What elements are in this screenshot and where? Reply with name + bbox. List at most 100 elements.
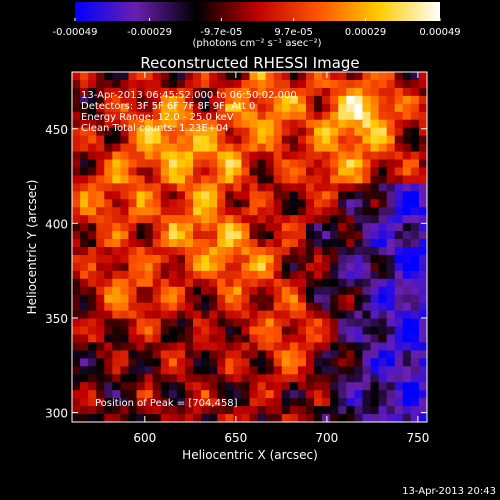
- heatmap-cell: [80, 119, 89, 129]
- heatmap-cell: [233, 167, 243, 176]
- heatmap-cell: [152, 310, 162, 320]
- heatmap-cell: [362, 350, 372, 359]
- heatmap-cell: [88, 159, 97, 169]
- heatmap-cell: [281, 390, 291, 399]
- heatmap-cell: [281, 191, 291, 200]
- heatmap-cell: [152, 167, 162, 176]
- heatmap-cell: [346, 334, 355, 344]
- heatmap-cell: [120, 215, 130, 224]
- heatmap-cell: [265, 231, 275, 240]
- heatmap-cell: [184, 151, 194, 161]
- heatmap-cell: [322, 406, 331, 415]
- heatmap-cell: [104, 72, 113, 81]
- heatmap-cell: [249, 390, 259, 399]
- heatmap-cell: [305, 111, 315, 121]
- heatmap-cell: [160, 342, 170, 351]
- heatmap-cell: [410, 183, 420, 192]
- heatmap-cell: [386, 374, 396, 383]
- colorbar-ticks: -0.00049 -0.00029 -9.7e-05 9.7e-05 0.00029 0.…: [53, 18, 461, 38]
- heatmap-cell: [193, 278, 202, 288]
- heatmap-cell: [410, 398, 420, 407]
- heatmap-cell: [144, 390, 154, 399]
- heatmap-cell: [176, 294, 186, 304]
- heatmap-cell: [88, 223, 97, 232]
- heatmap-cell: [160, 366, 170, 375]
- heatmap-cell: [233, 159, 243, 169]
- heatmap-cell: [249, 151, 259, 161]
- heatmap-cell: [249, 374, 259, 383]
- heatmap-cell: [265, 334, 275, 344]
- heatmap-cell: [265, 366, 275, 375]
- heatmap-cell: [354, 262, 364, 272]
- heatmap-cell: [394, 119, 404, 129]
- heatmap-cell: [394, 406, 404, 415]
- heatmap-cell: [136, 135, 146, 145]
- heatmap-cell: [370, 326, 380, 336]
- heatmap-cell: [112, 199, 122, 208]
- heatmap-cell: [273, 127, 283, 137]
- heatmap-cell: [88, 95, 97, 105]
- heatmap-cell: [362, 366, 372, 375]
- heatmap-cell: [136, 390, 146, 399]
- heatmap-cell: [386, 382, 396, 391]
- heatmap-cell: [338, 111, 347, 121]
- heatmap-cell: [136, 159, 146, 169]
- heatmap-cell: [144, 278, 154, 288]
- heatmap-cell: [72, 358, 81, 367]
- heatmap-cell: [120, 270, 130, 280]
- heatmap-cell: [314, 72, 323, 81]
- heatmap-cell: [265, 87, 275, 97]
- heatmap-cell: [201, 199, 210, 208]
- heatmap-cell: [128, 254, 138, 264]
- heatmap-cell: [144, 95, 154, 105]
- heatmap-cell: [217, 350, 226, 359]
- heatmap-cell: [370, 406, 380, 415]
- heatmap-cell: [257, 95, 267, 105]
- heatmap-cell: [289, 334, 299, 344]
- heatmap-cell: [289, 223, 299, 232]
- heatmap-cell: [176, 358, 186, 367]
- heatmap-cell: [354, 127, 364, 137]
- heatmap-cell: [144, 72, 154, 81]
- heatmap-cell: [168, 358, 178, 367]
- heatmap-cell: [402, 159, 412, 169]
- heatmap-cell: [217, 286, 226, 296]
- heatmap-cell: [354, 183, 364, 192]
- heatmap-cell: [176, 231, 186, 240]
- heatmap-cell: [370, 135, 380, 145]
- heatmap-cell: [386, 103, 396, 113]
- heatmap-cell: [225, 302, 234, 312]
- heatmap-cell: [128, 342, 138, 351]
- heatmap-cell: [209, 350, 218, 359]
- heatmap-cell: [209, 103, 218, 113]
- heatmap-cell: [233, 374, 243, 383]
- heatmap-cell: [80, 254, 89, 264]
- heatmap-cell: [305, 278, 315, 288]
- heatmap-cell: [128, 326, 138, 336]
- colorbar-tick-label: -0.00049: [53, 27, 98, 38]
- heatmap-cell: [297, 207, 307, 216]
- heatmap-cell: [136, 119, 146, 129]
- heatmap-cell: [152, 358, 162, 367]
- heatmap-cell: [104, 191, 113, 200]
- heatmap-cell: [402, 103, 412, 113]
- heatmap-cell: [249, 310, 259, 320]
- heatmap-cell: [112, 414, 122, 422]
- heatmap-cell: [88, 254, 97, 264]
- heatmap-cell: [160, 334, 170, 344]
- heatmap-cell: [297, 143, 307, 153]
- heatmap-cell: [112, 294, 122, 304]
- heatmap-cell: [257, 199, 267, 208]
- heatmap-cell: [346, 191, 355, 200]
- heatmap-cell: [305, 223, 315, 232]
- heatmap-cell: [418, 350, 427, 359]
- heatmap-cell: [152, 151, 162, 161]
- heatmap-cell: [136, 270, 146, 280]
- heatmap-cell: [176, 374, 186, 383]
- heatmap-cell: [394, 199, 404, 208]
- heatmap-cell: [176, 87, 186, 97]
- heatmap-cell: [184, 231, 194, 240]
- colorbar-gradient: [75, 2, 440, 21]
- heatmap-cell: [330, 167, 339, 176]
- heatmap-cell: [152, 223, 162, 232]
